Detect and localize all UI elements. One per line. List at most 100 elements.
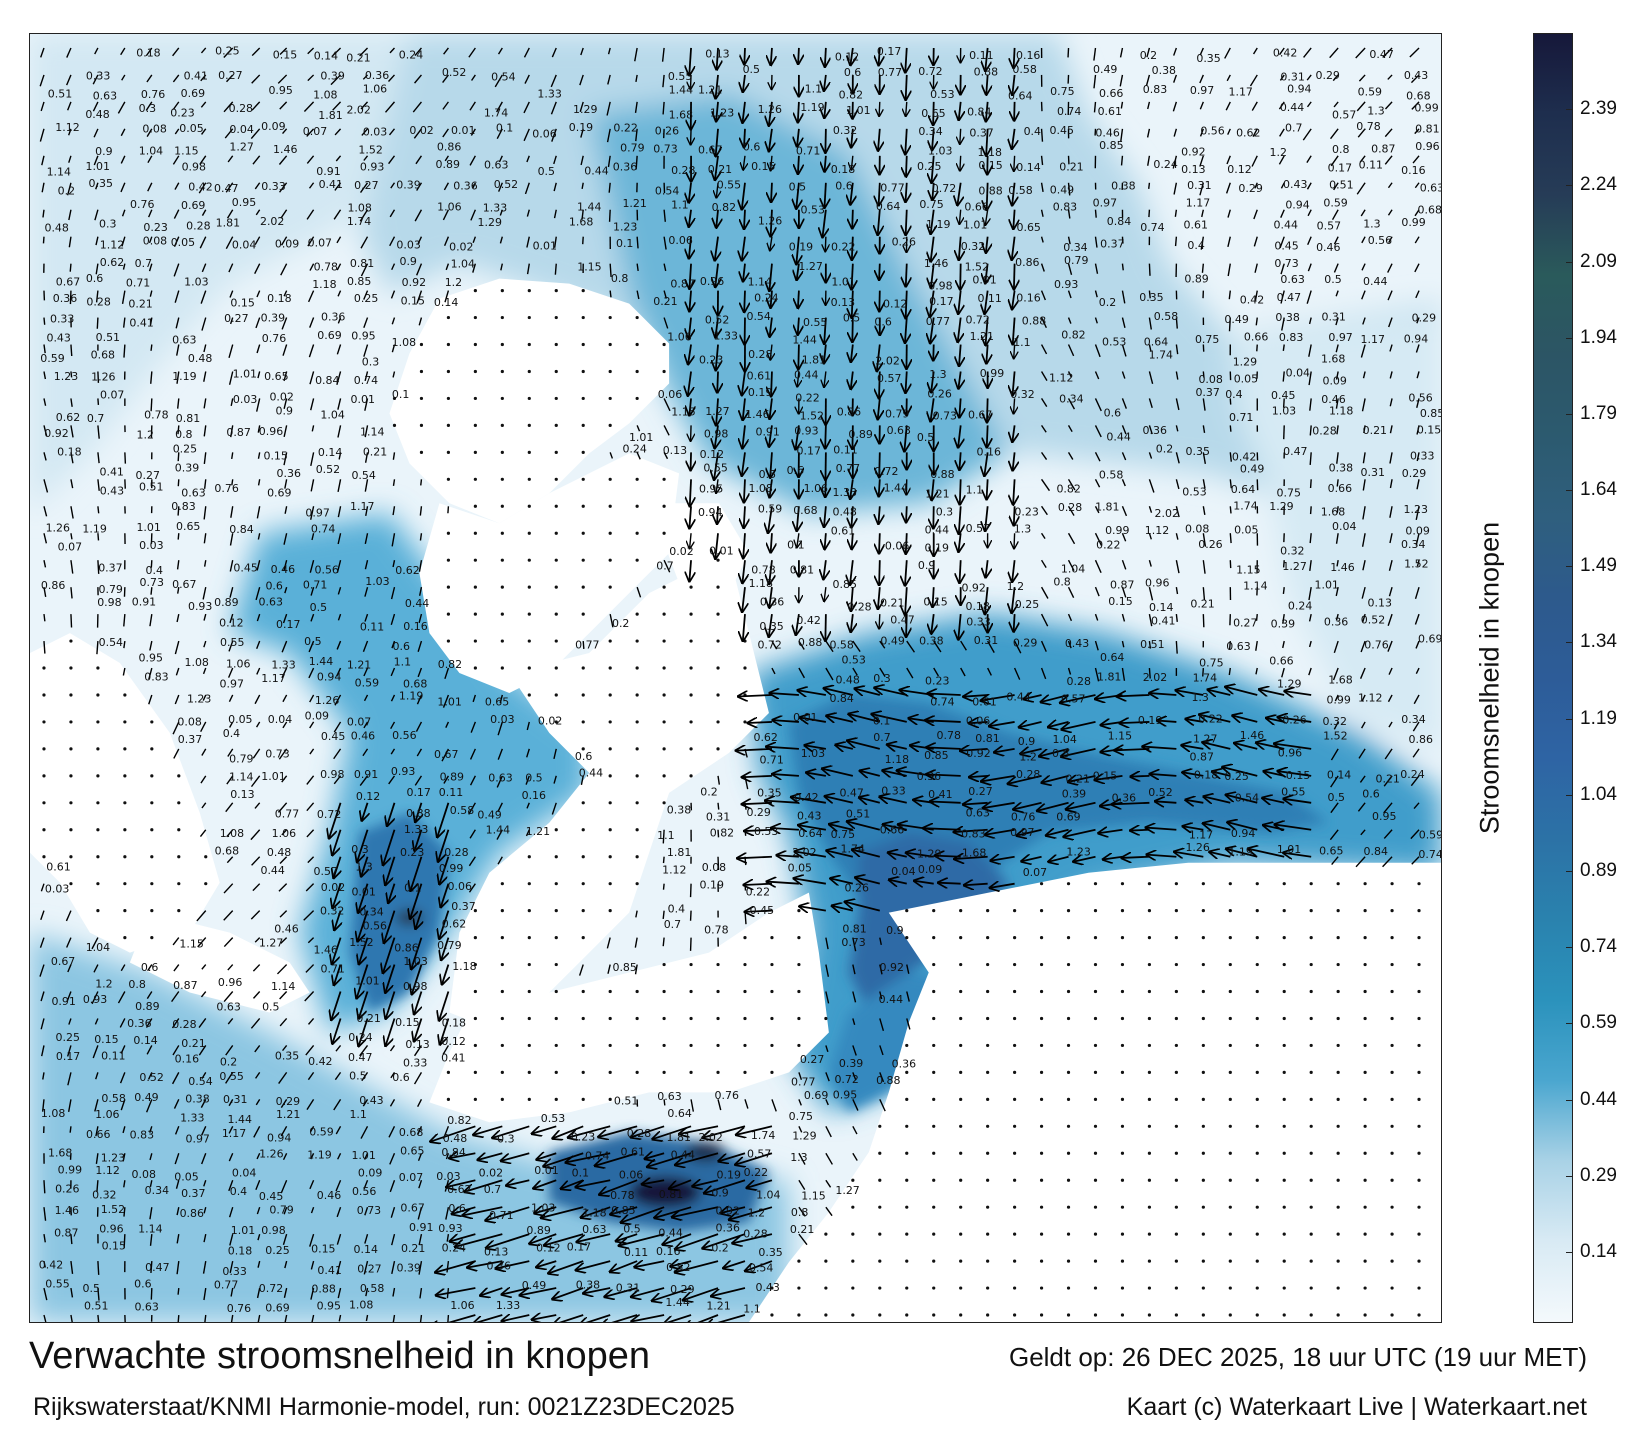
current-arrow [172,937,180,946]
current-value-label: 0.69 [317,329,341,342]
current-value-label: 1.15 [1236,563,1260,576]
current-arrow [199,155,207,165]
current-value-label: 0.49 [477,809,501,822]
current-arrow [429,1314,476,1322]
legend-tick-label: 0.74 [1580,936,1617,958]
land-grid-dot [1013,962,1017,967]
land-grid-dot [905,1070,909,1074]
land-grid-dot [635,828,639,832]
current-value-label: 0.29 [670,1283,694,1296]
current-arrow [1013,317,1015,345]
current-arrow [985,263,987,284]
current-value-label: 1.21 [347,658,371,671]
current-arrow [1174,236,1178,247]
current-value-label: 0.26 [1198,538,1222,551]
land-grid-dot [1147,989,1152,994]
current-arrow [383,937,396,974]
current-arrow [1333,721,1339,730]
current-value-label: 0.03 [139,539,163,552]
current-arrow [1202,371,1205,378]
current-value-label: 0.62 [395,564,419,577]
current-arrow [825,47,826,67]
land-grid-dot [959,1259,963,1263]
current-value-label: 0.53 [930,88,954,101]
current-arrow [1121,559,1127,570]
current-value-label: 0.28 [748,348,772,361]
current-arrow [989,722,1015,726]
current-arrow [824,74,826,91]
current-value-label: 0.71 [759,754,783,767]
current-arrow [120,47,126,56]
current-arrow [523,47,530,58]
current-arrow [196,910,207,922]
land-grid-dot [932,1232,936,1236]
current-value-label: 1.15 [1108,730,1132,743]
current-arrow [1336,425,1339,435]
current-value-label: 0.17 [276,618,300,631]
current-value-label: 0.98 [403,980,427,993]
current-arrow [334,1071,342,1081]
current-value-label: 0.72 [874,465,898,478]
land-grid-dot [1282,935,1286,940]
current-arrow [526,263,530,275]
land-grid-dot [473,935,477,940]
current-value-label: 0.06 [448,880,472,893]
current-value-label: 0.23 [571,1130,595,1143]
current-value-label: 0.02 [269,391,293,404]
current-arrow [1148,425,1153,435]
current-value-label: 0.89 [214,596,238,609]
current-value-label: 0.21 [1363,424,1387,437]
land-grid-dot [986,1151,990,1155]
current-arrow [228,640,234,652]
current-arrow [576,1260,611,1270]
current-value-label: 0.97 [305,506,329,519]
current-value-label: 0.15 [978,159,1002,172]
current-arrow [690,1099,695,1112]
current-arrow [1012,290,1015,310]
current-value-label: 0.36 [1324,615,1348,628]
current-value-label: 0.18 [442,1016,466,1029]
current-arrow [224,128,234,139]
land-grid-dot [1309,909,1313,913]
land-grid-dot [527,666,531,670]
current-value-label: 0.52 [442,66,466,79]
current-arrow [1383,802,1393,814]
land-grid-dot [905,1286,909,1290]
current-arrow [333,209,342,220]
land-grid-dot [1282,882,1286,886]
land-grid-dot [689,612,693,616]
current-arrow [1121,290,1126,304]
current-arrow [715,533,718,559]
land-grid-dot [1417,1124,1421,1128]
current-arrow [661,47,665,62]
current-arrow [798,1152,806,1165]
current-value-label: 0.31 [706,811,730,824]
current-value-label: 0.17 [797,445,821,458]
land-grid-dot [1363,1151,1367,1155]
current-arrow [252,964,261,972]
land-grid-dot [1174,1178,1178,1182]
current-arrow [229,1260,234,1274]
current-arrow [146,991,153,999]
current-arrow [553,748,557,760]
land-grid-dot [581,369,585,374]
current-arrow [825,425,826,448]
current-value-label: 0.4 [223,727,240,740]
current-arrow [906,209,907,235]
current-arrow [174,1153,180,1165]
land-grid-dot [473,1016,477,1021]
current-value-label: 0.72 [834,1073,858,1086]
current-arrow [439,991,450,1021]
current-value-label: 0.15 [263,449,287,462]
current-arrow [770,398,772,418]
current-arrow [1252,128,1258,137]
current-arrow [1383,829,1393,839]
land-grid-dot [608,747,612,751]
current-arrow [716,101,718,121]
current-arrow [1302,128,1312,141]
current-arrow [1361,290,1366,300]
land-grid-dot [1417,882,1421,886]
current-arrow [1040,532,1046,539]
current-arrow [231,479,234,486]
land-grid-dot [1120,1070,1125,1074]
